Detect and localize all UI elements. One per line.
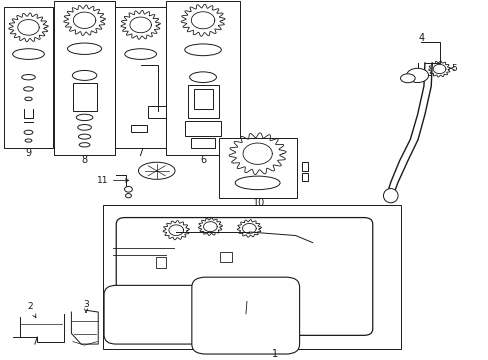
Ellipse shape	[124, 49, 156, 59]
Bar	[131, 125, 147, 132]
Ellipse shape	[23, 87, 33, 91]
Ellipse shape	[67, 43, 102, 54]
Bar	[73, 83, 97, 111]
Ellipse shape	[406, 68, 427, 82]
Text: 1: 1	[271, 349, 277, 359]
Bar	[218, 138, 297, 198]
Ellipse shape	[184, 44, 221, 56]
Bar	[194, 89, 212, 109]
Ellipse shape	[138, 162, 175, 179]
Bar	[156, 257, 166, 267]
Bar	[190, 138, 215, 148]
Ellipse shape	[189, 72, 216, 82]
Ellipse shape	[125, 194, 131, 198]
Ellipse shape	[79, 143, 90, 147]
Bar	[220, 252, 232, 262]
Bar	[184, 121, 221, 136]
Text: 5: 5	[450, 64, 456, 73]
Bar	[103, 205, 400, 350]
Text: 10: 10	[252, 198, 264, 208]
Ellipse shape	[25, 97, 32, 101]
Bar	[302, 162, 307, 171]
Ellipse shape	[235, 176, 280, 190]
Text: 3: 3	[83, 301, 89, 312]
Ellipse shape	[21, 75, 35, 80]
FancyBboxPatch shape	[104, 285, 203, 344]
Bar	[166, 1, 239, 156]
Text: 6: 6	[200, 155, 206, 165]
Ellipse shape	[72, 71, 97, 80]
Ellipse shape	[25, 139, 32, 142]
Text: 9: 9	[25, 148, 32, 158]
Bar	[115, 7, 166, 148]
Bar	[302, 172, 307, 181]
Ellipse shape	[383, 189, 397, 203]
Text: 8: 8	[81, 155, 87, 165]
Bar	[188, 85, 218, 118]
Ellipse shape	[13, 49, 44, 59]
Ellipse shape	[400, 74, 414, 83]
Ellipse shape	[76, 114, 93, 121]
Text: 11: 11	[96, 176, 128, 185]
Text: 2: 2	[27, 302, 36, 318]
Bar	[54, 1, 115, 156]
Text: 7: 7	[137, 148, 143, 158]
Text: 4: 4	[418, 33, 424, 43]
Ellipse shape	[78, 134, 90, 139]
Ellipse shape	[124, 186, 132, 192]
Bar	[4, 7, 53, 148]
Ellipse shape	[24, 130, 33, 135]
FancyBboxPatch shape	[191, 277, 299, 354]
Bar	[148, 106, 166, 118]
Ellipse shape	[78, 125, 91, 130]
FancyBboxPatch shape	[116, 217, 372, 336]
